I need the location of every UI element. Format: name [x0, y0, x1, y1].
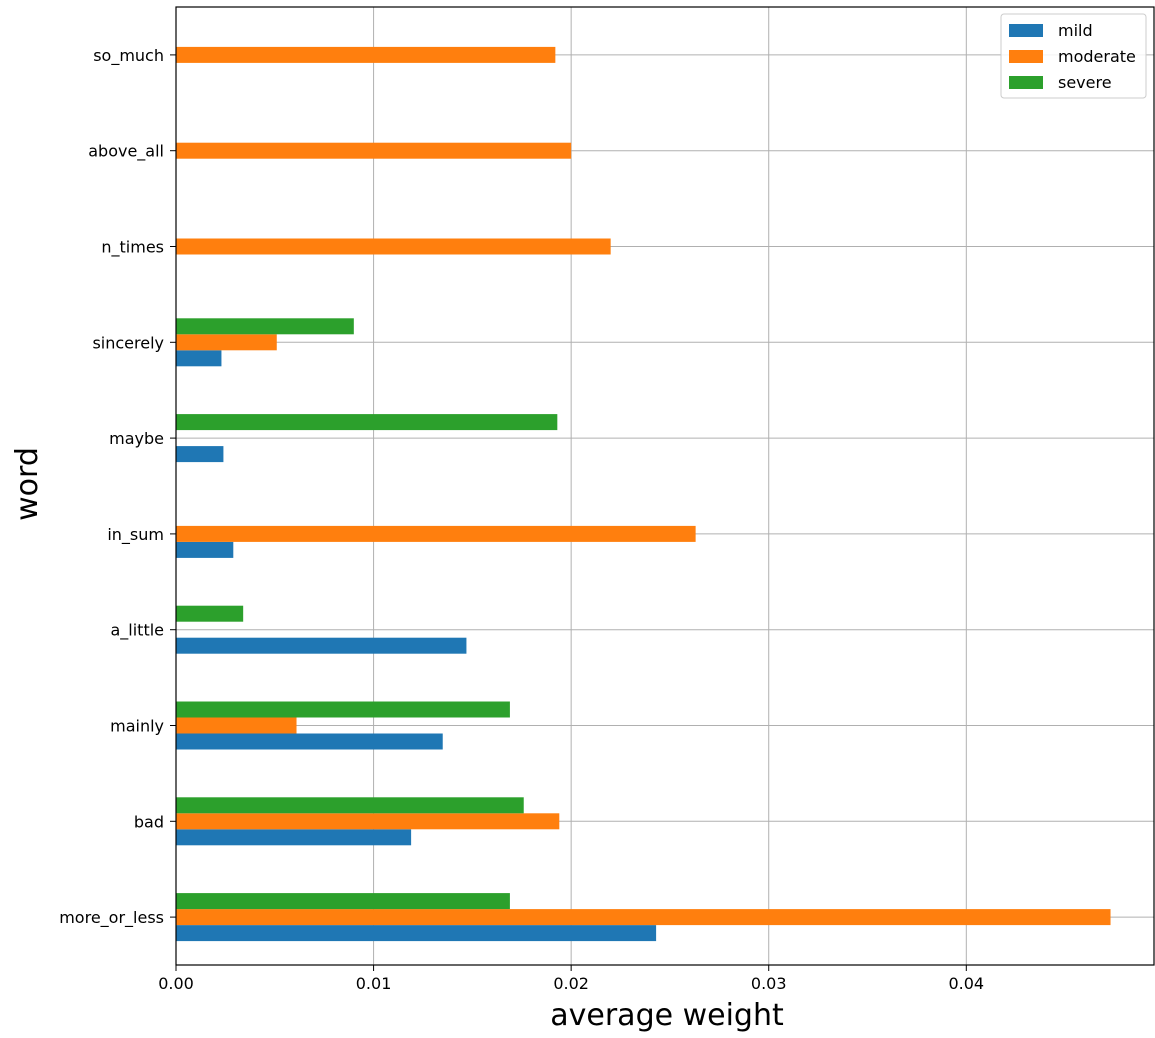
- y-axis-title: word: [10, 447, 45, 521]
- x-tick-label: 0.00: [158, 974, 194, 993]
- bar-moderate-n_times: [176, 238, 611, 255]
- bar-mild-mainly: [176, 733, 443, 750]
- bar-moderate-bad: [176, 813, 560, 830]
- bar-severe-bad: [176, 797, 524, 814]
- bar-severe-maybe: [176, 414, 558, 431]
- legend-label-mild: mild: [1058, 21, 1093, 40]
- bar-mild-maybe: [176, 446, 224, 463]
- y-tick-label: a_little: [110, 621, 164, 641]
- bar-moderate-more_or_less: [176, 909, 1111, 926]
- bar-moderate-above_all: [176, 142, 572, 159]
- bar-mild-sincerely: [176, 350, 222, 367]
- x-tick-label: 0.03: [751, 974, 787, 993]
- y-tick-label: above_all: [88, 142, 164, 162]
- legend-swatch-mild: [1009, 24, 1043, 37]
- bar-mild-a_little: [176, 637, 467, 654]
- bar-severe-more_or_less: [176, 893, 510, 910]
- legend-label-severe: severe: [1058, 73, 1112, 92]
- bar-moderate-so_much: [176, 46, 556, 63]
- x-tick-label: 0.02: [553, 974, 589, 993]
- bars-layer: [176, 46, 1111, 942]
- legend-label-moderate: moderate: [1058, 47, 1136, 66]
- bar-moderate-mainly: [176, 717, 297, 734]
- y-tick-label: sincerely: [92, 333, 164, 352]
- y-tick-label: mainly: [110, 717, 164, 736]
- x-tick-label: 0.01: [356, 974, 392, 993]
- ticks-layer: 0.00 0.01 0.02 0.03 0.04 more_or_less bad mainl…: [59, 46, 984, 993]
- y-tick-label: so_much: [93, 46, 164, 66]
- bar-moderate-in_sum: [176, 525, 696, 542]
- x-tick-label: 0.04: [948, 974, 984, 993]
- bar-severe-sincerely: [176, 318, 354, 335]
- bar-mild-in_sum: [176, 541, 234, 558]
- axes-layer: [175, 6, 1155, 966]
- legend: mild moderate severe: [1000, 13, 1147, 99]
- legend-swatch-moderate: [1009, 50, 1043, 63]
- bar-mild-more_or_less: [176, 925, 657, 942]
- bar-severe-a_little: [176, 605, 244, 622]
- y-tick-label: more_or_less: [59, 908, 164, 928]
- y-tick-label: in_sum: [107, 525, 164, 545]
- bar-severe-mainly: [176, 701, 510, 718]
- bar-moderate-sincerely: [176, 334, 277, 351]
- y-tick-label: n_times: [101, 238, 164, 258]
- plot-frame: [175, 6, 1155, 966]
- bar-mild-bad: [176, 829, 412, 846]
- y-tick-label: maybe: [109, 429, 164, 448]
- x-axis-title: average weight: [550, 998, 784, 1033]
- y-tick-label: bad: [134, 812, 164, 831]
- legend-swatch-severe: [1009, 76, 1043, 89]
